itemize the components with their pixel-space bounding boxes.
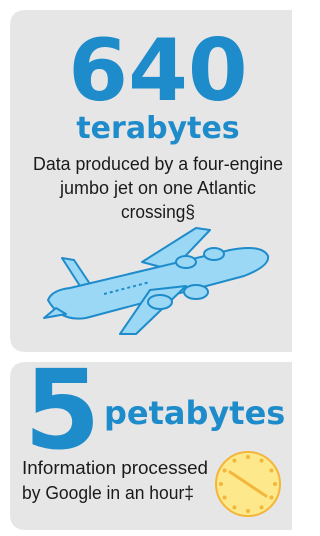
- unit-label: terabytes: [76, 111, 239, 146]
- description-line: Information processed: [22, 458, 208, 478]
- description-line: crossing§: [121, 202, 195, 222]
- clock-icon: [216, 452, 280, 516]
- big-number: 5: [24, 346, 101, 474]
- description-line: by Google in an hour‡: [22, 483, 194, 503]
- page: 640 terabytes Data produced by a four-en…: [0, 0, 320, 536]
- description-line: Data produced by a four-engine: [33, 154, 283, 174]
- unit-label: petabytes: [104, 394, 285, 432]
- description-line: jumbo jet on one Atlantic: [59, 178, 256, 198]
- infographic: 640 terabytes Data produced by a four-en…: [0, 0, 292, 536]
- big-number: 640: [68, 21, 248, 121]
